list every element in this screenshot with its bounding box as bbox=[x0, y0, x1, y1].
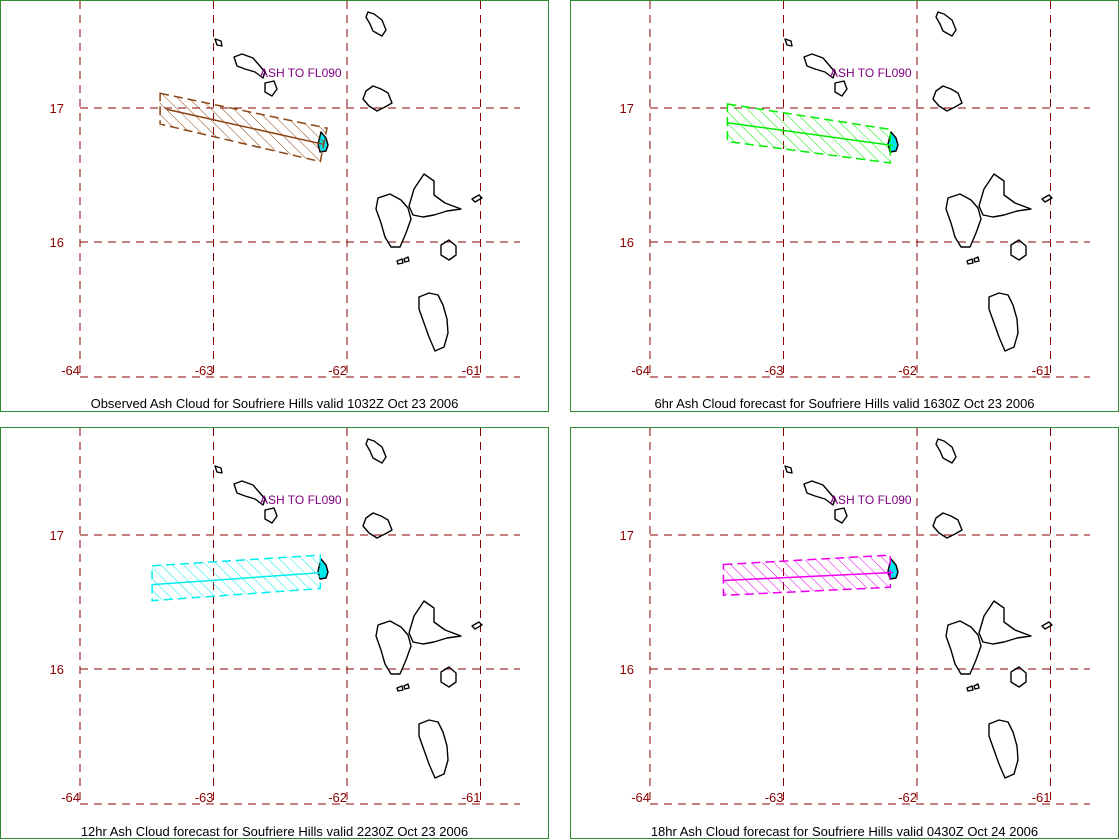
marie-galante-coast bbox=[1010, 666, 1027, 688]
desirade-coast bbox=[471, 621, 483, 630]
longitude-tick-label: -64 bbox=[61, 790, 80, 805]
ash-height-annotation: ASH TO FL090 bbox=[260, 66, 342, 80]
nevis-coast bbox=[264, 507, 278, 524]
les-saintes-coast bbox=[396, 256, 410, 265]
longitude-tick-label: -61 bbox=[1032, 790, 1051, 805]
st-barthelemy-coast bbox=[784, 38, 793, 47]
ash-height-annotation: ASH TO FL090 bbox=[830, 66, 912, 80]
longitude-tick-label: -63 bbox=[195, 363, 214, 378]
ash-cloud-axis bbox=[166, 108, 324, 145]
ash-height-annotation: ASH TO FL090 bbox=[830, 493, 912, 507]
latitude-tick-label: 16 bbox=[620, 662, 634, 677]
longitude-tick-label: -62 bbox=[328, 790, 347, 805]
antigua-coast bbox=[932, 85, 963, 112]
latitude-tick-label: 16 bbox=[50, 662, 64, 677]
ash-height-annotation: ASH TO FL090 bbox=[260, 493, 342, 507]
longitude-tick-label: -63 bbox=[195, 790, 214, 805]
antigua-coast bbox=[362, 512, 393, 539]
longitude-tick-label: -62 bbox=[328, 363, 347, 378]
antigua-coast bbox=[362, 85, 393, 112]
grande-terre-coast bbox=[408, 600, 462, 645]
dominica-coast bbox=[988, 292, 1019, 352]
longitude-tick-label: -63 bbox=[765, 790, 784, 805]
longitude-tick-label: -63 bbox=[765, 363, 784, 378]
latitude-tick-label: 17 bbox=[50, 528, 64, 543]
desirade-coast bbox=[1041, 194, 1053, 203]
anguilla-coast bbox=[935, 11, 957, 37]
anguilla-coast bbox=[365, 438, 387, 464]
marie-galante-coast bbox=[440, 666, 457, 688]
st-barthelemy-coast bbox=[214, 38, 223, 47]
les-saintes-coast bbox=[966, 256, 980, 265]
basse-terre-coast bbox=[945, 193, 982, 248]
nevis-coast bbox=[834, 80, 848, 97]
ash-cloud-axis bbox=[727, 121, 894, 147]
ash-cloud-polygon bbox=[722, 554, 892, 597]
st-kitts-coast bbox=[233, 480, 266, 506]
grande-terre-coast bbox=[408, 173, 462, 218]
map-panel-12hr: -64 -63 -62 -61 17 16 ASH TO FL090 12hr Ash Cl… bbox=[0, 427, 549, 839]
latitude-tick-label: 17 bbox=[50, 101, 64, 116]
desirade-coast bbox=[471, 194, 483, 203]
ash-cloud-polygon bbox=[159, 92, 328, 163]
ash-cloud-polygon bbox=[151, 554, 322, 602]
panel-title: 12hr Ash Cloud forecast for Soufriere Hi… bbox=[80, 824, 469, 839]
anguilla-coast bbox=[935, 438, 957, 464]
antigua-coast bbox=[932, 512, 963, 539]
panel-title: 18hr Ash Cloud forecast for Soufriere Hi… bbox=[650, 824, 1039, 839]
longitude-tick-label: -64 bbox=[631, 790, 650, 805]
basse-terre-coast bbox=[375, 620, 412, 675]
grande-terre-coast bbox=[978, 173, 1032, 218]
ash-cloud-map: -64 -63 -62 -61 17 16 ASH TO FL090 bbox=[620, 428, 1090, 805]
basse-terre-coast bbox=[945, 620, 982, 675]
map-panel-observed: -64 -63 -62 -61 17 16 ASH TO FL090 Observed As… bbox=[0, 0, 549, 412]
st-barthelemy-coast bbox=[214, 465, 223, 474]
dominica-coast bbox=[418, 719, 449, 779]
ash-cloud-axis bbox=[152, 571, 324, 586]
dominica-coast bbox=[988, 719, 1019, 779]
les-saintes-coast bbox=[396, 683, 410, 692]
latitude-tick-label: 17 bbox=[620, 528, 634, 543]
map-panel-6hr: -64 -63 -62 -61 17 16 ASH TO FL090 6hr Ash Clo… bbox=[570, 0, 1119, 412]
longitude-tick-label: -64 bbox=[61, 363, 80, 378]
st-kitts-coast bbox=[803, 480, 836, 506]
grande-terre-coast bbox=[978, 600, 1032, 645]
nevis-coast bbox=[834, 507, 848, 524]
longitude-tick-label: -61 bbox=[462, 363, 481, 378]
longitude-tick-label: -62 bbox=[898, 790, 917, 805]
map-panel-18hr: -64 -63 -62 -61 17 16 ASH TO FL090 18hr Ash Cl… bbox=[570, 427, 1119, 839]
basse-terre-coast bbox=[375, 193, 412, 248]
st-barthelemy-coast bbox=[784, 465, 793, 474]
latitude-tick-label: 16 bbox=[620, 235, 634, 250]
latitude-tick-label: 17 bbox=[620, 101, 634, 116]
anguilla-coast bbox=[365, 11, 387, 37]
ash-cloud-map: -64 -63 -62 -61 17 16 ASH TO FL090 bbox=[50, 1, 520, 378]
ash-cloud-map: -64 -63 -62 -61 17 16 ASH TO FL090 bbox=[50, 428, 520, 805]
panel-title: Observed Ash Cloud for Soufriere Hills v… bbox=[90, 396, 459, 411]
st-kitts-coast bbox=[233, 53, 266, 79]
longitude-tick-label: -61 bbox=[462, 790, 481, 805]
nevis-coast bbox=[264, 80, 278, 97]
longitude-tick-label: -61 bbox=[1032, 363, 1051, 378]
ash-cloud-axis bbox=[723, 571, 894, 582]
les-saintes-coast bbox=[966, 683, 980, 692]
st-kitts-coast bbox=[803, 53, 836, 79]
marie-galante-coast bbox=[1010, 239, 1027, 261]
dominica-coast bbox=[418, 292, 449, 352]
latitude-tick-label: 16 bbox=[50, 235, 64, 250]
ash-cloud-map: -64 -63 -62 -61 17 16 ASH TO FL090 bbox=[620, 1, 1090, 378]
desirade-coast bbox=[1041, 621, 1053, 630]
longitude-tick-label: -64 bbox=[631, 363, 650, 378]
longitude-tick-label: -62 bbox=[898, 363, 917, 378]
marie-galante-coast bbox=[440, 239, 457, 261]
panel-title: 6hr Ash Cloud forecast for Soufriere Hil… bbox=[654, 396, 1035, 411]
